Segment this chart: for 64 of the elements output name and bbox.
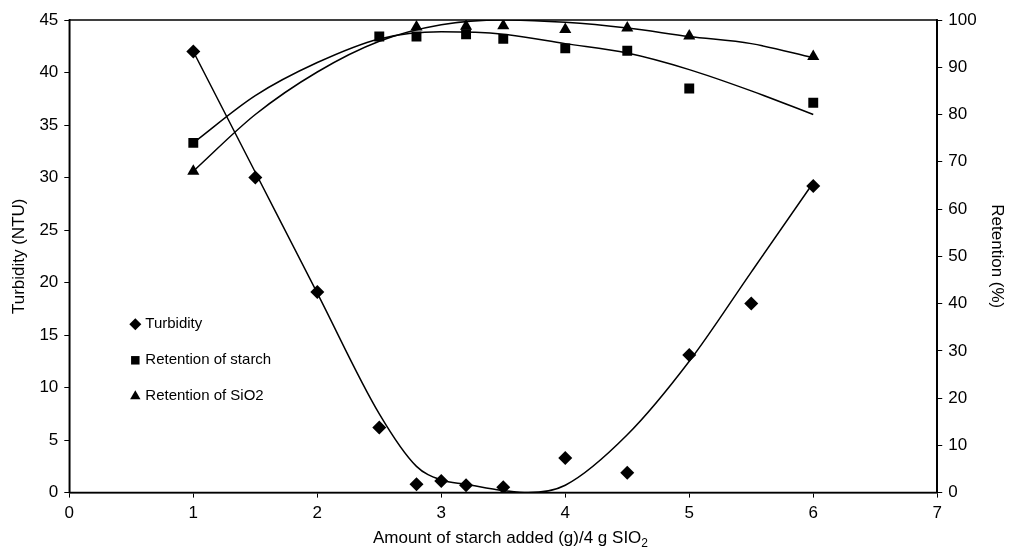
point <box>186 44 201 59</box>
x-tick-label: 6 <box>808 503 818 523</box>
point <box>498 33 509 44</box>
y-tick-label: 15 <box>39 324 59 344</box>
point <box>496 480 511 493</box>
point <box>460 20 473 30</box>
point <box>410 20 423 31</box>
point <box>434 474 449 489</box>
y-tick-label: 5 <box>48 429 59 449</box>
x-tick-label: 2 <box>312 503 323 523</box>
point <box>807 49 820 60</box>
x-axis-title: Amount of starch added (g)/4 g SIO$_{2}$ <box>371 528 650 551</box>
y2-tick-label: 30 <box>948 340 968 360</box>
point <box>497 20 510 30</box>
point <box>248 170 263 185</box>
point <box>808 97 819 108</box>
point <box>559 22 572 33</box>
point <box>622 45 633 56</box>
point <box>683 29 696 40</box>
point <box>558 450 573 465</box>
y2-tick-label: 10 <box>948 435 968 455</box>
y-tick-label: 40 <box>39 62 59 82</box>
x-tick-label: 4 <box>560 503 570 523</box>
x-tick-label: 1 <box>188 503 199 523</box>
point <box>744 296 759 311</box>
point <box>187 164 200 175</box>
legend-label: Retention of starch <box>145 350 272 368</box>
point <box>560 43 571 54</box>
point <box>372 420 387 435</box>
y-tick-label: 35 <box>39 114 59 134</box>
point <box>620 465 635 480</box>
y-tick-label: 25 <box>39 219 59 239</box>
y2-tick-label: 70 <box>948 151 968 171</box>
x-tick-label: 5 <box>684 503 694 523</box>
y2-tick-label: 40 <box>948 293 968 313</box>
y2-axis-title: Retention (%) <box>988 204 1008 309</box>
y-tick-label: 30 <box>39 167 59 187</box>
point <box>459 478 474 493</box>
point <box>806 178 821 193</box>
legend-label: Retention of SiO2 <box>145 386 264 404</box>
y-tick-label: 45 <box>39 9 59 29</box>
point <box>374 31 385 42</box>
y2-tick-label: 80 <box>948 104 968 124</box>
y-tick-label: 20 <box>39 272 59 292</box>
y2-tick-label: 100 <box>948 9 977 29</box>
y2-tick-label: 20 <box>948 387 968 407</box>
point <box>461 29 472 40</box>
y2-tick-label: 60 <box>948 198 968 218</box>
x-tick-label: 7 <box>932 503 942 523</box>
point <box>409 477 424 492</box>
y-axis-title: Turbidity (NTU) <box>8 198 28 315</box>
point <box>684 83 695 94</box>
y2-tick-label: 50 <box>948 245 968 265</box>
y-tick-label: 0 <box>48 482 59 502</box>
legend-label: Turbidity <box>145 314 203 332</box>
point <box>682 348 697 363</box>
x-tick-label: 0 <box>64 503 75 523</box>
y-tick-label: 10 <box>39 377 59 397</box>
y2-tick-label: 90 <box>948 56 968 76</box>
y2-tick-label: 0 <box>948 482 958 502</box>
point <box>188 137 199 148</box>
x-tick-label: 3 <box>436 503 447 523</box>
point <box>310 285 325 300</box>
point <box>621 21 634 32</box>
